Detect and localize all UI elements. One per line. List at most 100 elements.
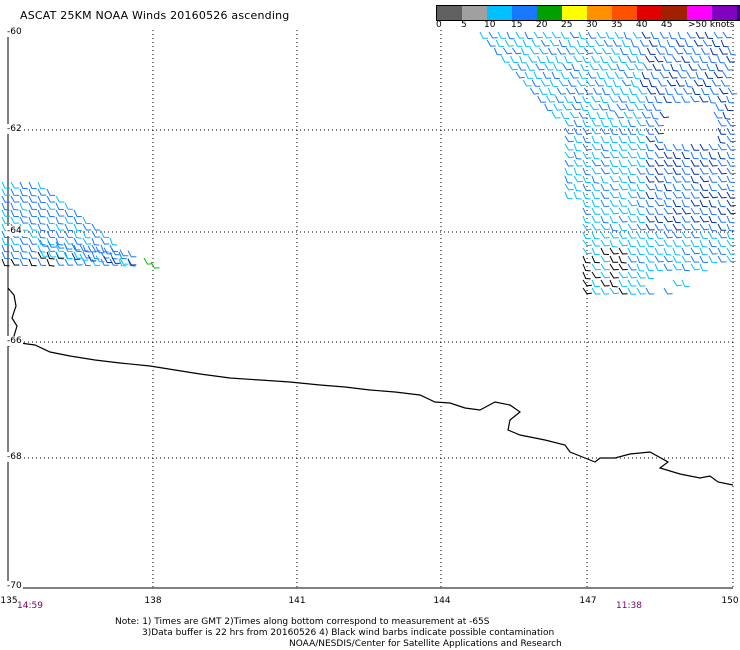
wind-barb (702, 79, 712, 88)
wind-barb (645, 215, 655, 223)
wind-barb (708, 191, 718, 199)
pass-time-left: 14:59 (17, 601, 43, 611)
wind-barb (573, 151, 582, 160)
wind-barb (708, 199, 717, 208)
wind-barb (37, 202, 47, 210)
wind-barb (37, 223, 46, 232)
wind-barb (636, 287, 646, 295)
wind-barb (555, 55, 564, 64)
wind-barb (582, 207, 592, 215)
wind-barb (726, 207, 736, 215)
wind-barb (553, 63, 562, 71)
wind-barb (612, 39, 622, 47)
wind-barb (672, 199, 681, 208)
wind-barb (618, 183, 628, 191)
wind-barb (71, 252, 81, 260)
wind-barb (564, 127, 574, 135)
wind-barb (708, 175, 718, 183)
wind-barb (118, 258, 127, 267)
wind-barb (100, 244, 109, 253)
wind-barb (46, 251, 55, 260)
wind-barb (591, 167, 601, 175)
wind-barb (46, 188, 56, 196)
wind-barb (591, 223, 601, 231)
wind-barb (691, 87, 701, 96)
wind-barb (19, 258, 28, 267)
wind-barb (73, 251, 83, 259)
wind-barb (646, 87, 657, 95)
wind-barb (1, 216, 11, 224)
wind-barb (600, 127, 610, 135)
wind-barb (697, 63, 707, 71)
wind-barb (672, 95, 681, 103)
wind-barb (28, 216, 37, 225)
wind-barb (91, 223, 101, 231)
wind-barb (150, 261, 160, 269)
wind-barb (600, 271, 610, 279)
wind-barb (87, 245, 97, 253)
wind-barb (654, 143, 665, 151)
wind-barb (596, 31, 606, 39)
colorbar-tick-9: 45 (661, 20, 673, 30)
wind-barb (528, 55, 538, 63)
wind-barb (690, 167, 700, 175)
wind-barb (515, 71, 525, 79)
wind-barb (711, 79, 721, 87)
wind-barb (582, 255, 591, 264)
wind-barb (28, 230, 38, 238)
wind-barb (690, 183, 700, 191)
wind-barb (573, 175, 583, 183)
wind-barb (627, 239, 636, 248)
wind-barb (722, 31, 732, 39)
wind-barb (46, 258, 55, 267)
wind-barb (578, 111, 588, 119)
wind-barb (564, 95, 573, 103)
wind-barb (682, 87, 693, 95)
wind-barb (573, 55, 583, 63)
wind-barb (506, 31, 515, 40)
wind-barb (591, 279, 600, 288)
wind-barb (636, 207, 645, 216)
wind-barb (726, 255, 736, 263)
wind-barb (609, 215, 618, 224)
wind-barb (10, 258, 20, 266)
wind-barb (645, 247, 655, 255)
wind-barb (654, 151, 664, 159)
wind-barb (632, 71, 641, 80)
wind-barb (574, 87, 584, 95)
wind-barb (643, 103, 653, 111)
wind-barb (501, 55, 510, 63)
wind-barb (727, 87, 738, 95)
wind-barb (55, 230, 65, 238)
wind-barb (618, 159, 627, 168)
note-line-1: Note: 1) Times are GMT 2)Times along bot… (115, 617, 490, 627)
wind-barb (717, 183, 727, 191)
wind-barb (46, 216, 55, 225)
wind-barb (645, 239, 654, 248)
wind-barb (636, 55, 645, 64)
wind-barb (573, 143, 582, 152)
antarctic-coastline (7, 287, 734, 486)
wind-barb (636, 175, 645, 184)
wind-barb (663, 183, 672, 192)
wind-barb (19, 216, 29, 224)
wind-barb (661, 63, 670, 71)
wind-barb (19, 251, 28, 260)
wind-barb (10, 216, 20, 224)
wind-barb (46, 195, 56, 203)
wind-barb (618, 55, 627, 64)
wind-barb (618, 271, 629, 279)
wind-barb (636, 279, 646, 287)
wind-barb (37, 230, 46, 239)
wind-barb (601, 87, 611, 96)
wind-barb (91, 237, 100, 246)
wind-barb (609, 95, 619, 103)
wind-barb (645, 127, 655, 135)
wind-barb (668, 71, 678, 79)
wind-barb (636, 271, 646, 279)
wind-barb (672, 183, 681, 192)
wind-barb (73, 230, 82, 239)
wind-barb (10, 251, 19, 260)
wind-speed-colorbar (436, 5, 740, 21)
